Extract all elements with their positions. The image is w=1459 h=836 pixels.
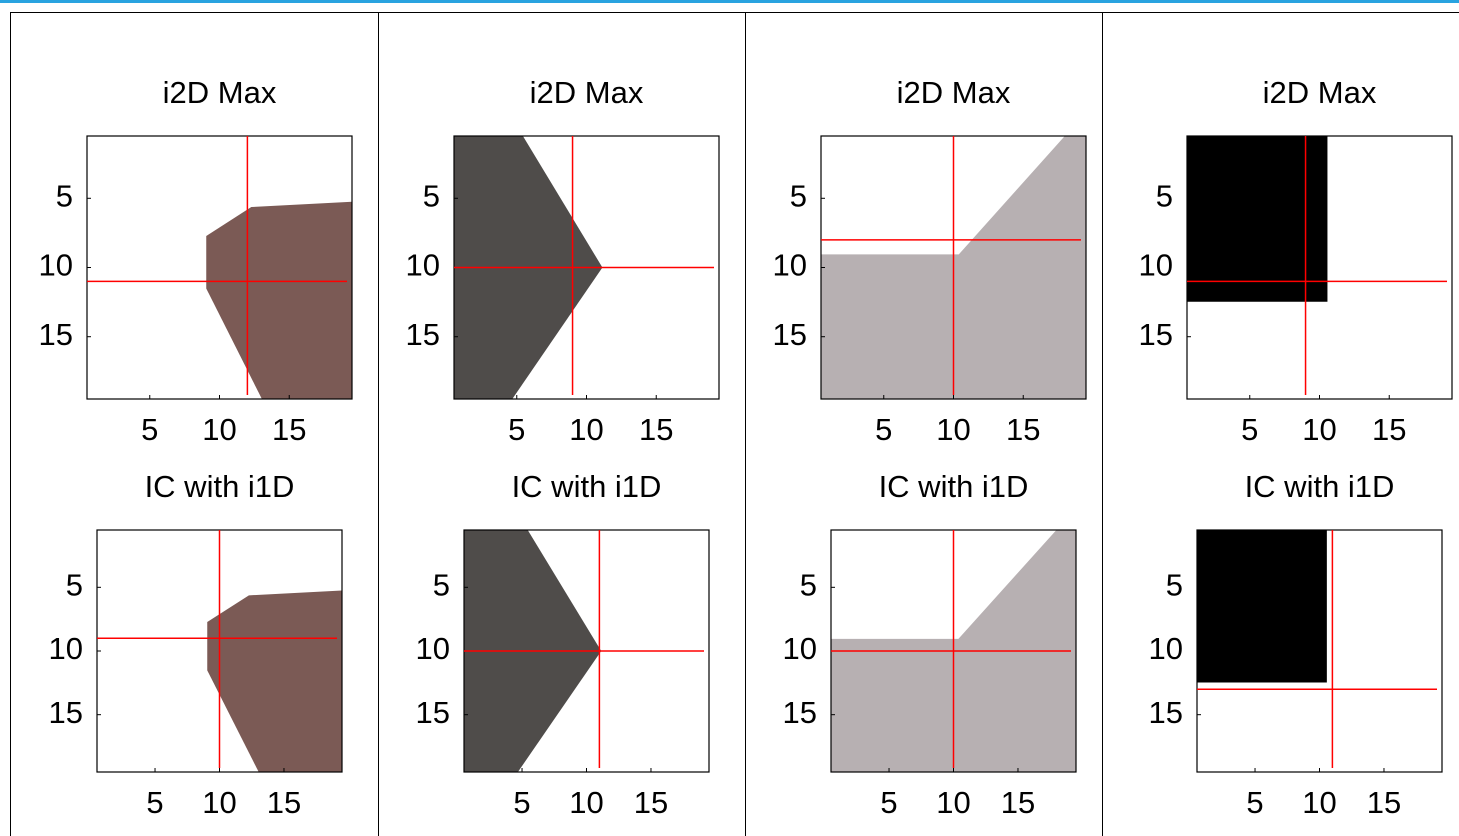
x-tick-label: 10	[202, 785, 236, 820]
y-tick-label: 15	[783, 695, 817, 730]
y-tick-label: 5	[56, 178, 73, 213]
x-tick-label: 15	[1367, 785, 1401, 820]
x-tick-label: 5	[880, 785, 897, 820]
subplot-title: i2D Max	[530, 75, 644, 110]
y-tick-label: 5	[423, 178, 440, 213]
subplot-title: i2D Max	[163, 75, 277, 110]
subplot-title: IC with i1D	[879, 469, 1029, 504]
x-tick-label: 10	[202, 412, 236, 447]
image-region	[1197, 530, 1327, 682]
x-tick-label: 5	[513, 785, 530, 820]
x-tick-label: 15	[639, 412, 673, 447]
y-tick-label: 15	[1149, 695, 1183, 730]
subplot-title: i2D Max	[897, 75, 1011, 110]
x-tick-label: 10	[936, 412, 970, 447]
x-tick-label: 5	[875, 412, 892, 447]
x-tick-label: 10	[569, 785, 603, 820]
x-tick-label: 15	[1372, 412, 1406, 447]
figure: i2D Max 5 10 15 5 10 15 IC with i1D 5 10 15 5 10 15 i2…	[0, 0, 1459, 836]
y-tick-label: 5	[433, 568, 450, 603]
x-tick-label: 15	[1001, 785, 1035, 820]
y-tick-label: 15	[1139, 317, 1173, 352]
y-tick-label: 5	[1166, 568, 1183, 603]
y-tick-label: 10	[416, 631, 450, 666]
y-tick-label: 5	[800, 568, 817, 603]
subplot-title: IC with i1D	[145, 469, 295, 504]
y-tick-label: 10	[783, 631, 817, 666]
x-tick-label: 5	[1241, 412, 1258, 447]
y-tick-label: 10	[49, 631, 83, 666]
x-tick-label: 10	[1302, 785, 1336, 820]
subplot-title: i2D Max	[1263, 75, 1377, 110]
y-tick-label: 15	[773, 317, 807, 352]
x-tick-label: 15	[634, 785, 668, 820]
y-tick-label: 15	[416, 695, 450, 730]
y-tick-label: 10	[773, 248, 807, 283]
y-tick-label: 5	[790, 178, 807, 213]
y-tick-label: 15	[406, 317, 440, 352]
x-tick-label: 10	[569, 412, 603, 447]
x-tick-label: 15	[1006, 412, 1040, 447]
subplot-title: IC with i1D	[512, 469, 662, 504]
y-tick-label: 15	[39, 317, 73, 352]
x-tick-label: 15	[272, 412, 306, 447]
image-region	[1187, 136, 1327, 302]
x-tick-label: 15	[267, 785, 301, 820]
y-tick-label: 10	[39, 248, 73, 283]
x-tick-label: 5	[146, 785, 163, 820]
y-tick-label: 5	[1156, 178, 1173, 213]
x-tick-label: 10	[1302, 412, 1336, 447]
y-tick-label: 15	[49, 695, 83, 730]
subplot-title: IC with i1D	[1245, 469, 1395, 504]
y-tick-label: 10	[1149, 631, 1183, 666]
y-tick-label: 10	[406, 248, 440, 283]
y-tick-label: 5	[66, 568, 83, 603]
x-tick-label: 5	[1246, 785, 1263, 820]
x-tick-label: 10	[936, 785, 970, 820]
y-tick-label: 10	[1139, 248, 1173, 283]
x-tick-label: 5	[508, 412, 525, 447]
x-tick-label: 5	[141, 412, 158, 447]
